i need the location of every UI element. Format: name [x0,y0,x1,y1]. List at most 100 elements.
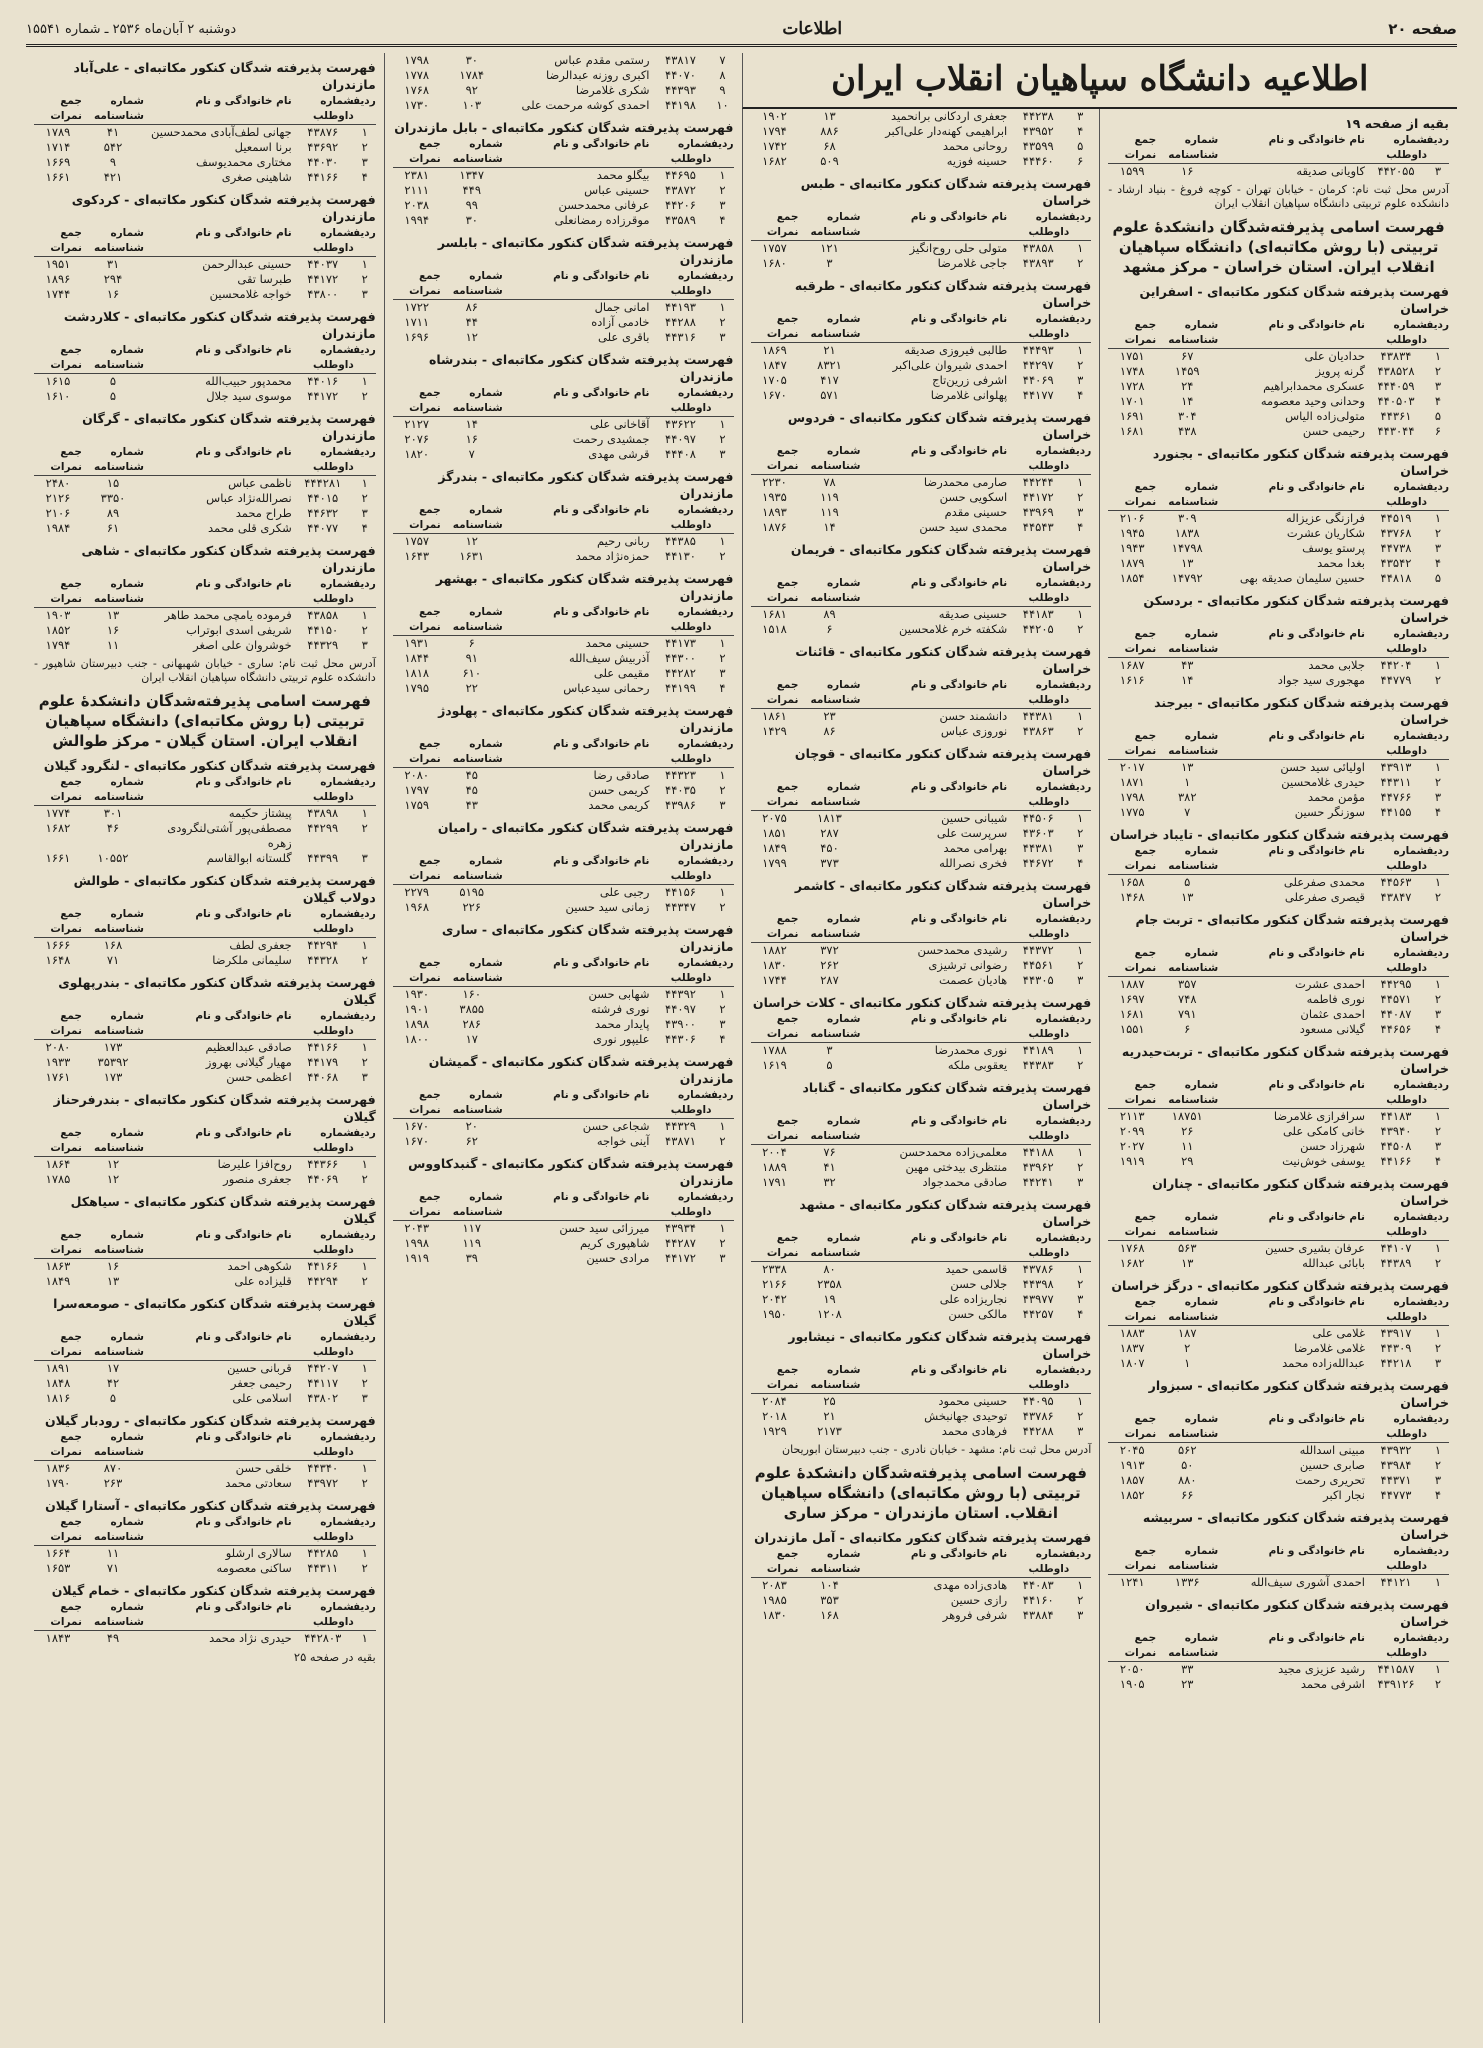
column-label: ردیف [705,957,734,969]
cell: ۱۷۹۸ [404,53,430,67]
column-label: شماره داوطلب [1386,481,1427,508]
table-row: ۱ ۴۴۱۵۸۷ رشید عزیزی مجید ۳۳ ۲۰۵۰ [1108,1662,1449,1677]
cell: ۲ [1077,1409,1084,1423]
section-heading: فهرست پذیرفته شدگان کنکور مکاتبه‌ای - بر… [1143,593,1449,625]
table-row: ۲ ۴۴۳۲۸ سلیمانی ملکرضا ۷۱ ۱۶۴۸ [34,953,376,968]
table-header: ردیف شماره داوطلب نام خانوادگی و نام شماره … [392,737,734,768]
column-label: شماره داوطلب [312,1127,354,1154]
cell: کریمی حسن [588,783,650,797]
table-header: ردیف شماره داوطلب نام خانوادگی و نام شماره … [34,226,376,257]
cell: ۴ [1434,394,1442,408]
cell: اسکویی حسن [939,490,1008,504]
cell: احمدی کوشه مرحمت علی [521,98,650,112]
cell: ۱ [1077,607,1084,621]
cell: ۳ [361,506,368,520]
table-row: ۴ ۴۴۶۷۲ فخری نصرالله ۳۷۳ ۱۷۹۹ [751,856,1092,871]
column-label: نام خانوادگی و نام [195,1127,292,1139]
cell: ۵ [1077,139,1084,153]
cell: ۳ [826,1043,833,1057]
table-row: ۳ ۴۴۲۰۵۵ کاویانی صدیقه ۱۶ ۱۵۹۹ [1108,164,1449,179]
cell: طبرسا تقی [237,272,292,286]
cell: مؤمن محمد [1308,790,1365,804]
cell: نصرالله‌نژاد عباس [206,491,292,505]
paper-name: اطلاعات [782,19,843,39]
cell: ۴۳۹۷۲ [307,1476,339,1490]
cell: ۷۱ [106,1561,120,1575]
cell: ۴۳۹۵۲ [1022,124,1054,138]
cell: ۴۴۳۱۶ [665,330,696,344]
column-label: ردیف [705,387,734,399]
section-heading: فهرست پذیرفته شدگان کنکور مکاتبه‌ای - نی… [788,1329,1092,1361]
cell: ۲۰۸۳ [762,1578,787,1592]
cell: ۱۸۵۱ [762,826,787,840]
cell: ۱۳ [1181,890,1194,904]
table-row: ۱ ۴۳۹۳۲ مبینی اسدالله ۵۶۲ ۲۰۴۵ [1108,1443,1449,1458]
cell: ۱۲ [465,534,478,548]
column-label: جمع نمرات [409,504,441,531]
cell: ۲۴ [1181,379,1194,393]
table-header: ردیف شماره داوطلب نام خانوادگی و نام شماره … [392,605,734,636]
cell: ۲۸۷ [820,973,839,987]
column-label: شماره شناسنامه [452,270,503,297]
cell: ۵ [109,1391,117,1405]
column-label: نام خانوادگی و نام [195,1601,292,1613]
cell: ۱۸۷۱ [1119,775,1145,789]
column-label: شماره داوطلب [1386,628,1427,655]
cell: ۴۴۲۸۷ [665,1236,696,1250]
cell: ۳۸۲ [1177,790,1197,804]
cell: ۸۳۲۱ [817,358,842,372]
cell: ۱۸۳۷ [1119,1341,1145,1355]
section: فهرست پذیرفته شدگان کنکور مکاتبه‌ای - نی… [750,1328,1092,1439]
cell: ۱۶۱۶ [1119,673,1145,687]
column-label: شماره شناسنامه [1168,1413,1219,1440]
cell: ۲۱۱۳ [1119,1109,1145,1123]
table-row: ۲ ۴۳۷۸۶ توحیدی جهانبخش ۲۱ ۲۰۱۸ [751,1409,1092,1424]
cell: ۴۳ [1181,658,1194,672]
column-label: شماره شناسنامه [452,606,503,633]
section-heading: فهرست پذیرفته شدگان کنکور مکاتبه‌ای - کر… [71,192,376,224]
cell: ۲۱۱۱ [404,183,430,197]
cell: ۱۷۴۲ [762,139,787,153]
cell: ۲۲۶ [462,900,482,914]
column-label: شماره شناسنامه [94,1229,144,1256]
cell: ۴۴۵۰۸ [1380,1139,1412,1153]
cell: جلابی محمد [1308,658,1365,672]
masthead: صفحه ۲۰ اطلاعات دوشنبه ۲ آبان‌ماه ۲۵۳۶ ـ… [26,14,1457,47]
table-header: ردیف شماره داوطلب نام خانوادگی و نام شماره … [750,444,1092,475]
column-label: ردیف [1063,1013,1092,1025]
cell: ۲۱۰۶ [1119,511,1145,525]
cell: ۲ [1434,1677,1442,1691]
cell: ۴۴۴۰۸ [665,447,696,461]
cell: ۱ [1434,1241,1442,1255]
cell: حسینی عبدالرحمن [202,257,292,271]
cell: رحیمی حسن [1302,424,1365,438]
cell: شاهینی صغری [221,170,292,184]
table-row: ۲ ۴۳۸۹۳ جاجی غلامرضا ۳ ۱۶۸۰ [751,256,1092,271]
cell: ۵ [1434,571,1442,585]
cell: ۴۳۸۷۶ [307,125,339,139]
table-row: ۲ ۴۳۸۶۳ نوروزی عباس ۸۶ ۱۴۲۹ [751,724,1092,739]
cell: ۴ [1434,556,1442,570]
cell: ۴۴۰۱۵ [307,491,339,505]
cell: ۲۱ [823,343,836,357]
column-label: شماره داوطلب [1386,134,1427,161]
cell: ۴۳۹۸۶ [665,798,696,812]
cell: ۳۰۱ [103,806,123,820]
table-row: ۱ ۴۴۲۹۴ جعفری لطف ۱۶۸ ۱۶۶۶ [34,938,376,953]
table-header: ردیف شماره داوطلب نام خانوادگی و نام شماره … [750,1114,1092,1145]
section-heading: فهرست پذیرفته شدگان کنکور مکاتبه‌ای - طب… [800,176,1092,208]
cell: گیلانی مسعود [1299,1022,1365,1036]
section: فهرست پذیرفته شدگان کنکور مکاتبه‌ای - بن… [34,1091,376,1187]
cell: ۱۸۸۲ [762,943,787,957]
cell: مبینی اسدالله [1299,1443,1365,1457]
cell: ۱۷۳ [103,1040,123,1054]
cell: ۵ [1184,875,1191,889]
cell: علیپور نوری [593,1032,650,1046]
column-label: شماره داوطلب [1028,1364,1070,1391]
table-row: ۴ ۴۴۱۶۶ شاهینی صغری ۴۲۱ ۱۶۶۱ [34,170,376,185]
cell: ۲ [361,1172,368,1186]
cell: ۴۳۸۳۴ [1380,349,1412,363]
table-row: ۲ ۴۴۳۰۹ غلامی غلامرضا ۲ ۱۸۳۷ [1108,1341,1449,1356]
cell: سرپرست علی [936,826,1008,840]
cell: ۲۰۷۶ [404,432,430,446]
